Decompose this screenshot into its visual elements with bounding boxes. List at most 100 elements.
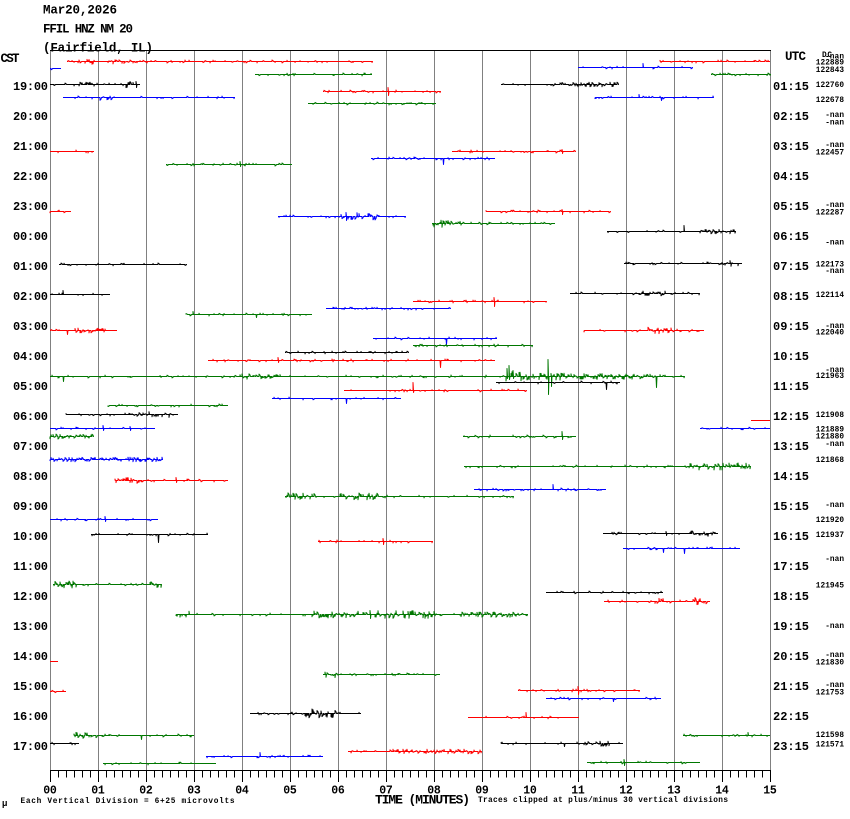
svg-text:Each Vertical Division = 6+: Each Vertical Division = 6+25 microvolts — [21, 798, 235, 806]
svg-text:-nan: -nan — [825, 268, 844, 276]
svg-text:19:15: 19:15 — [773, 620, 809, 634]
svg-text:11:00: 11:00 — [13, 560, 48, 574]
svg-text:121963: 121963 — [816, 373, 845, 381]
svg-text:06: 06 — [331, 785, 345, 798]
svg-text:121920: 121920 — [816, 517, 845, 525]
svg-text:13:00: 13:00 — [13, 620, 48, 634]
svg-text:08:15: 08:15 — [773, 290, 809, 304]
svg-text:03: 03 — [187, 785, 201, 798]
svg-text:04: 04 — [235, 785, 249, 798]
svg-text:23:00: 23:00 — [13, 200, 48, 214]
svg-text:-nan: -nan — [825, 202, 844, 210]
svg-text:TIME (MINUTES): TIME (MINUTES) — [375, 793, 470, 808]
svg-text:-nan: -nan — [825, 682, 844, 690]
svg-text:122040: 122040 — [816, 330, 845, 338]
svg-text:10:15: 10:15 — [773, 350, 809, 364]
svg-text:12: 12 — [619, 785, 633, 798]
svg-text:21:00: 21:00 — [13, 140, 48, 154]
svg-text:122760: 122760 — [816, 82, 845, 90]
svg-text:13: 13 — [667, 785, 681, 798]
svg-text:12:00: 12:00 — [13, 590, 48, 604]
svg-text:07:15: 07:15 — [773, 260, 809, 274]
svg-text:15:15: 15:15 — [773, 500, 809, 514]
svg-text:08: 08 — [427, 785, 441, 798]
svg-text:02:00: 02:00 — [13, 290, 48, 304]
svg-text:(Fairfield, IL): (Fairfield, IL) — [43, 42, 153, 56]
svg-text:-nan: -nan — [825, 441, 844, 449]
svg-text:121937: 121937 — [816, 532, 845, 540]
svg-text:05: 05 — [283, 785, 297, 798]
svg-text:121753: 121753 — [816, 690, 845, 698]
svg-text:17:15: 17:15 — [773, 560, 809, 574]
svg-text:121908: 121908 — [816, 412, 845, 420]
svg-text:121889: 121889 — [816, 427, 845, 435]
svg-text:01:00: 01:00 — [13, 260, 48, 274]
svg-text:20:00: 20:00 — [13, 110, 48, 124]
svg-text:-nan: -nan — [825, 556, 844, 564]
svg-text:08:00: 08:00 — [13, 470, 48, 484]
svg-text:14:15: 14:15 — [773, 470, 809, 484]
svg-text:12:15: 12:15 — [773, 410, 809, 424]
svg-text:-nan: -nan — [825, 367, 844, 375]
svg-text:02: 02 — [139, 785, 153, 798]
svg-text:05:00: 05:00 — [13, 380, 48, 394]
svg-text:121571: 121571 — [816, 742, 845, 750]
svg-text:121868: 121868 — [816, 457, 845, 465]
svg-text:122889: 122889 — [816, 60, 845, 68]
svg-text:06:00: 06:00 — [13, 410, 48, 424]
svg-text:DC: DC — [822, 52, 832, 60]
svg-text:10:00: 10:00 — [13, 530, 48, 544]
svg-text:06:15: 06:15 — [773, 230, 809, 244]
svg-text:122457: 122457 — [816, 150, 845, 158]
svg-text:07:00: 07:00 — [13, 440, 48, 454]
svg-text:17:00: 17:00 — [13, 740, 48, 754]
svg-text:09:15: 09:15 — [773, 320, 809, 334]
svg-text:122173: 122173 — [816, 262, 845, 270]
svg-text:121598: 121598 — [816, 732, 845, 740]
svg-text:19:00: 19:00 — [13, 80, 48, 94]
svg-text:00:00: 00:00 — [13, 230, 48, 244]
svg-text:22:15: 22:15 — [773, 710, 809, 724]
svg-text:04:00: 04:00 — [13, 350, 48, 364]
svg-text:11:15: 11:15 — [773, 380, 809, 394]
svg-text:09: 09 — [475, 785, 489, 798]
svg-text:122843: 122843 — [816, 67, 845, 75]
svg-text:Mar20,2026: Mar20,2026 — [43, 4, 117, 18]
svg-text:-nan: -nan — [825, 240, 844, 248]
svg-text:14: 14 — [715, 785, 729, 798]
svg-text:23:15: 23:15 — [773, 740, 809, 754]
svg-text:121880: 121880 — [816, 434, 845, 442]
svg-text:11: 11 — [571, 785, 585, 798]
svg-text:21:15: 21:15 — [773, 680, 809, 694]
svg-text:00: 00 — [43, 785, 57, 798]
svg-text:μ: μ — [2, 799, 7, 809]
svg-text:UTC: UTC — [785, 50, 806, 64]
svg-text:-nan: -nan — [825, 120, 844, 128]
svg-text:05:15: 05:15 — [773, 200, 809, 214]
svg-text:-nan: -nan — [825, 623, 844, 631]
svg-text:-nan: -nan — [825, 502, 844, 510]
svg-text:01: 01 — [91, 785, 105, 798]
svg-text:02:15: 02:15 — [773, 110, 809, 124]
svg-text:-nan: -nan — [825, 142, 844, 150]
svg-text:-nan: -nan — [825, 652, 844, 660]
svg-text:121945: 121945 — [816, 583, 845, 591]
svg-text:10: 10 — [523, 785, 537, 798]
svg-text:-nan: -nan — [825, 323, 844, 331]
svg-text:FFIL HNZ NM 20: FFIL HNZ NM 20 — [43, 23, 133, 37]
svg-text:122114: 122114 — [816, 292, 845, 300]
svg-text:14:00: 14:00 — [13, 650, 48, 664]
svg-text:15: 15 — [763, 785, 777, 798]
svg-text:15:00: 15:00 — [13, 680, 48, 694]
svg-text:04:15: 04:15 — [773, 170, 809, 184]
svg-text:03:00: 03:00 — [13, 320, 48, 334]
svg-text:-nan: -nan — [825, 112, 844, 120]
svg-text:09:00: 09:00 — [13, 500, 48, 514]
svg-text:122678: 122678 — [816, 97, 845, 105]
svg-text:16:15: 16:15 — [773, 530, 809, 544]
svg-text:22:00: 22:00 — [13, 170, 48, 184]
svg-text:-nan: -nan — [825, 54, 844, 62]
svg-text:Traces clipped at plus/minus 3: Traces clipped at plus/minus 30 vertical… — [478, 797, 728, 805]
svg-text:121830: 121830 — [816, 660, 845, 668]
svg-text:07: 07 — [379, 785, 393, 798]
